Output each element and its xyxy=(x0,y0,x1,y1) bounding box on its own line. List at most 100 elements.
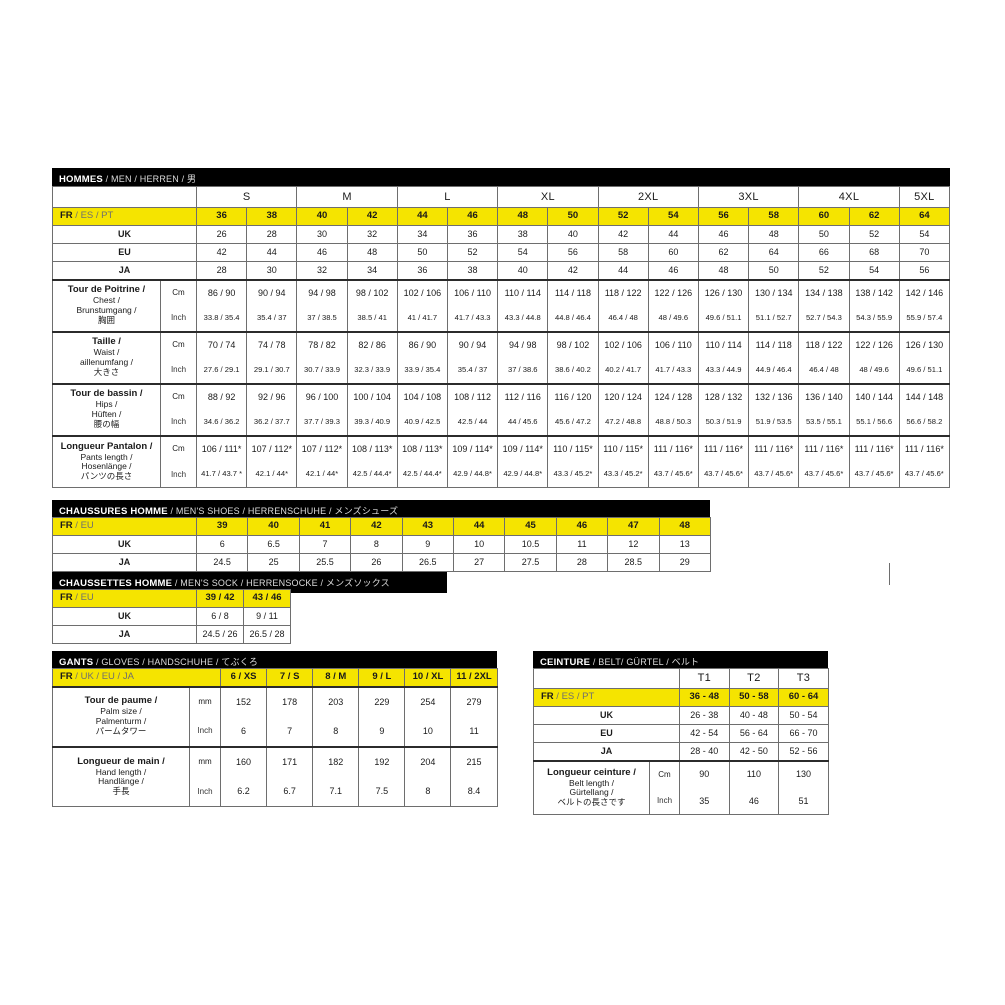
socks-cell-UK-1: 9 / 11 xyxy=(243,607,291,626)
men-cell-3-inch-6: 42.9 / 44.8* xyxy=(497,461,549,488)
men-cell-3-inch-9: 43.7 / 45.6* xyxy=(647,461,699,488)
men-cell-UK-2: 30 xyxy=(296,225,348,244)
measure-label-line-0: Chest / xyxy=(93,295,120,306)
belt-cell-inch-1: 46 xyxy=(728,787,780,815)
measure-label-primary: Longueur ceinture / xyxy=(547,766,636,778)
row-label-primary: UK xyxy=(118,611,131,622)
men-cell-0-cm-3: 98 / 102 xyxy=(346,278,398,306)
socks-cell-FR-1: 43 / 46 xyxy=(243,589,291,608)
gloves-cell-1-mm-3: 192 xyxy=(358,745,406,777)
measure-label-line-0: Palm size / xyxy=(100,706,142,717)
row-label-primary: FR xyxy=(60,520,73,532)
men-cell-JA-6: 40 xyxy=(497,261,549,280)
men-cell-2-cm-8: 120 / 124 xyxy=(597,382,649,410)
men-cell-FR-14: 64 xyxy=(898,207,951,226)
men-cell-3-cm-6: 109 / 114* xyxy=(497,434,549,462)
men-cell-JA-12: 52 xyxy=(798,261,850,280)
men-size-table: S M L XL 2XL 3XL 4XL 5XL FR / ES / PT 36 38 40 42 44 4… xyxy=(52,186,951,488)
men-cell-1-inch-8: 40.2 / 41.7 xyxy=(597,357,649,384)
men-cell-2-inch-1: 36.2 / 37.7 xyxy=(246,409,298,436)
men-cell-3-cm-13: 111 / 116* xyxy=(848,434,900,462)
men-cell-2-cm-5: 108 / 112 xyxy=(446,382,499,410)
men-cell-JA-4: 36 xyxy=(396,261,448,280)
men-banner-text: HOMMES / MEN / HERREN / 男 xyxy=(52,168,950,189)
belt-row-FR: FR / ES / PT 36 - 48 50 - 58 60 - 64 xyxy=(533,688,829,707)
men-cell-EU-4: 50 xyxy=(396,243,448,262)
men-cell-2-cm-10: 128 / 132 xyxy=(697,382,750,410)
shoes-row-label-UK: UK xyxy=(52,535,197,554)
row-label-primary: UK xyxy=(118,229,131,240)
men-cell-3-cm-11: 111 / 116* xyxy=(748,434,800,462)
measure-label-line-2: 腰の幅 xyxy=(93,418,120,429)
socks-section-banner: CHAUSSETTES HOMME / MEN'S SOCK / HERRENS… xyxy=(52,572,447,593)
gloves-cell-0-mm-0: 152 xyxy=(220,685,268,717)
measure-label-line-2: 胸囲 xyxy=(97,314,115,325)
men-cell-UK-3: 32 xyxy=(346,225,398,244)
gloves-size-1: 7 / S xyxy=(266,668,314,687)
belt-unit-inch: Inch xyxy=(649,787,680,815)
measure-label-primary: Tour de bassin / xyxy=(70,388,143,400)
men-section-banner: HOMMES / MEN / HERREN / 男 xyxy=(52,168,950,189)
gloves-cell-1-mm-0: 160 xyxy=(220,745,268,777)
men-cell-0-inch-6: 43.3 / 44.8 xyxy=(497,305,549,332)
socks-cell-UK-0: 6 / 8 xyxy=(196,607,244,626)
belt-size-table: T1 T2 T3 FR / ES / PT 36 - 48 50 - 58 60 - 64 U… xyxy=(533,668,829,815)
gloves-cell-1-mm-4: 204 xyxy=(404,745,452,777)
men-cell-0-inch-4: 41 / 41.7 xyxy=(396,305,448,332)
men-cell-FR-10: 56 xyxy=(697,207,750,226)
men-cell-1-cm-0: 70 / 74 xyxy=(195,330,248,358)
gloves-measure-row-mm-1: Longueur de main / Hand length / Handlänge… xyxy=(52,745,498,807)
men-cell-EU-14: 70 xyxy=(898,243,951,262)
socks-row-label-JA: JA xyxy=(52,625,197,644)
shoes-cell-UK-1: 6.5 xyxy=(247,535,300,554)
men-cell-UK-13: 52 xyxy=(848,225,900,244)
belt-cell-JA-0: 28 - 40 xyxy=(679,742,730,761)
belt-unit-cm: Cm xyxy=(649,759,680,788)
belt-cell-cm-2: 130 xyxy=(778,759,829,788)
men-cell-UK-9: 44 xyxy=(647,225,699,244)
men-measure-row-inch-1: Inch 27.6 / 29.1 29.1 / 30.7 30.7 / 33.9 32.… xyxy=(53,357,951,384)
socks-row-JA: JA 24.5 / 26 26.5 / 28 xyxy=(52,625,291,644)
shoes-cell-JA-2: 25.5 xyxy=(298,553,352,572)
shoes-cell-FR-5: 44 xyxy=(452,517,506,536)
belt-row-EU: EU 42 - 54 56 - 64 66 - 70 xyxy=(533,724,829,743)
men-cell-2-inch-12: 53.5 / 55.1 xyxy=(798,409,850,436)
men-cell-1-cm-3: 82 / 86 xyxy=(346,330,398,358)
belt-cell-EU-2: 66 - 70 xyxy=(778,724,829,743)
row-label-secondary: / ES / PT xyxy=(72,210,114,222)
men-cell-1-cm-4: 86 / 90 xyxy=(396,330,448,358)
men-cell-0-inch-13: 54.3 / 55.9 xyxy=(848,305,900,332)
men-cell-0-inch-10: 49.6 / 51.1 xyxy=(697,305,750,332)
socks-row-label-UK: UK xyxy=(52,607,197,626)
socks-banner-text: CHAUSSETTES HOMME / MEN'S SOCK / HERRENS… xyxy=(52,572,447,593)
measure-label-line-0: Hips / xyxy=(95,399,118,410)
belt-measure-row-cm: Longueur ceinture / Belt length / Gürtella… xyxy=(533,759,829,815)
size-group-5XL: 5XL xyxy=(898,186,951,208)
men-unit-cm-0: Cm xyxy=(160,278,197,306)
row-label-secondary: / EU xyxy=(72,592,94,604)
men-cell-1-cm-8: 102 / 106 xyxy=(597,330,649,358)
men-cell-1-cm-10: 110 / 114 xyxy=(697,330,750,358)
gloves-cell-1-mm-1: 171 xyxy=(266,745,314,777)
men-cell-UK-11: 48 xyxy=(748,225,800,244)
men-cell-2-inch-11: 51.9 / 53.5 xyxy=(748,409,800,436)
shoes-cell-JA-1: 25 xyxy=(247,553,300,572)
men-unit-inch-1: Inch xyxy=(160,357,197,384)
shoes-cell-FR-7: 46 xyxy=(555,517,609,536)
men-unit-cm-1: Cm xyxy=(160,330,197,358)
men-cell-3-cm-9: 111 / 116* xyxy=(647,434,699,462)
gloves-size-2: 8 / M xyxy=(312,668,360,687)
belt-cell-EU-1: 56 - 64 xyxy=(728,724,780,743)
shoes-banner-text: CHAUSSURES HOMME / MEN'S SHOES / HERRENS… xyxy=(52,500,710,521)
measure-label-primary: Tour de paume / xyxy=(84,695,158,707)
men-cell-0-inch-1: 35.4 / 37 xyxy=(246,305,298,332)
measure-label: Longueur ceinture / Belt length / Gürtella… xyxy=(533,759,650,815)
men-measure-row-inch-3: Inch 41.7 / 43.7 * 42.1 / 44* 42.1 / 44* 42.… xyxy=(53,461,951,488)
shoes-banner-bold: CHAUSSURES HOMME xyxy=(59,506,168,517)
gloves-cell-0-inch-5: 11 xyxy=(450,716,498,747)
men-unit-cm-3: Cm xyxy=(160,434,197,462)
men-cell-3-cm-0: 106 / 111* xyxy=(195,434,248,462)
men-cell-0-inch-3: 38.5 / 41 xyxy=(346,305,398,332)
men-measure-row-cm-0: Tour de Poitrine / Chest / Brunstumgang / 胸… xyxy=(52,278,951,332)
measure-label: Tour de paume / Palm size / Palmenturm / パー… xyxy=(52,685,190,747)
